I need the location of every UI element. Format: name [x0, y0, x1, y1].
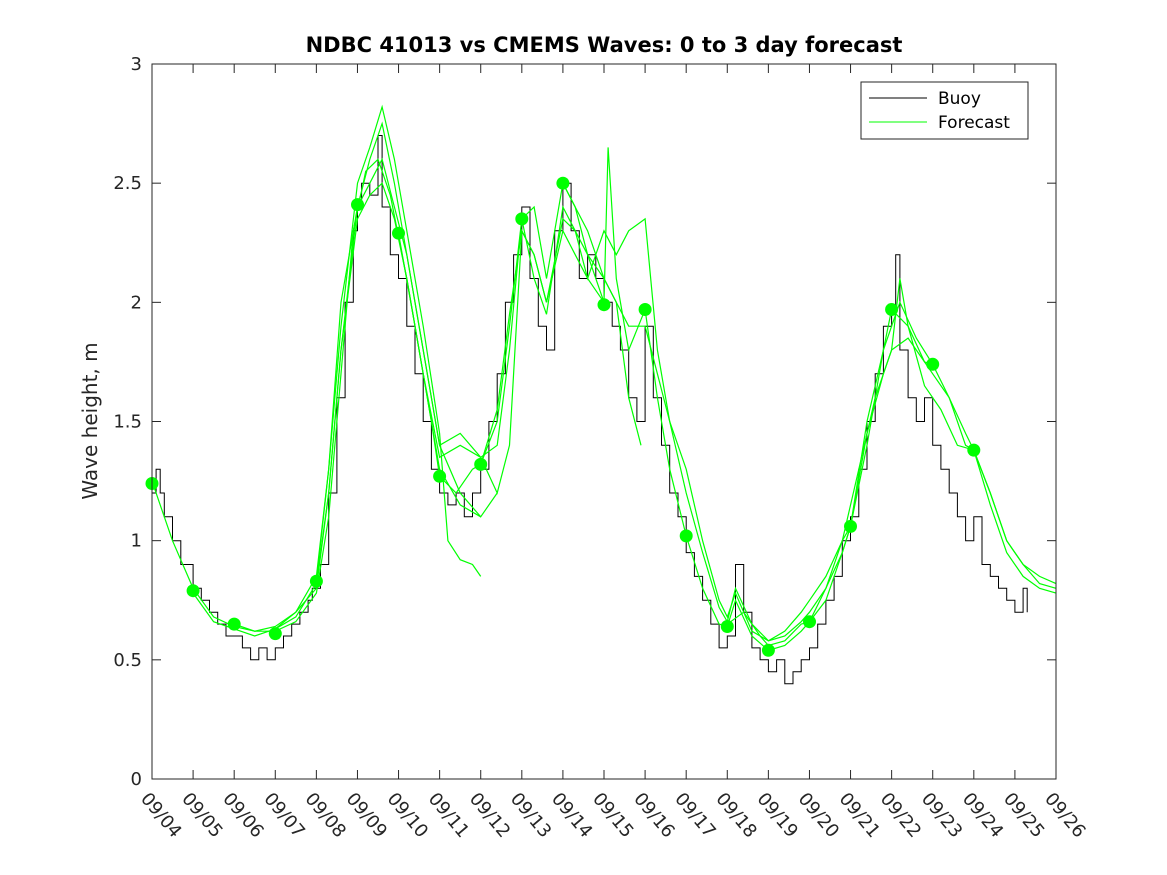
y-tick-label-3: 1.5: [113, 412, 142, 433]
forecast-marker-17: [803, 615, 816, 629]
forecast-marker-21: [967, 443, 981, 457]
forecast-marker-3: [227, 617, 241, 631]
y-tick-label-1: 0.5: [113, 650, 142, 671]
forecast-marker-layer: [145, 176, 981, 657]
forecast-series-line-5: [315, 157, 642, 582]
legend-label-buoy: Buoy: [938, 89, 981, 109]
y-tick-label-2: 1: [131, 531, 142, 552]
forecast-marker-14: [679, 529, 693, 543]
forecast-series-layer: [151, 104, 1057, 651]
y-tick-label-5: 2.5: [113, 173, 142, 194]
y-tick-label-0: 0: [131, 769, 142, 790]
forecast-marker-7: [392, 226, 405, 240]
forecast-marker-20: [926, 357, 940, 371]
chart-title: NDBC 41013 vs CMEMS Waves: 0 to 3 day fo…: [306, 33, 903, 57]
forecast-marker-15: [720, 620, 734, 633]
forecast-marker-9: [474, 457, 488, 471]
forecast-marker-13: [638, 303, 652, 316]
forecast-marker-6: [351, 198, 364, 212]
y-tick-label-6: 3: [131, 54, 142, 75]
y-axis-label: Wave height, m: [78, 342, 102, 499]
forecast-marker-11: [556, 176, 570, 190]
forecast-marker-8: [433, 469, 447, 483]
forecast-series-line-7: [480, 217, 933, 642]
plot-area: 00.511.522.53 09/0409/0509/0609/0709/080…: [113, 54, 1089, 842]
forecast-marker-12: [597, 298, 611, 312]
legend-label-forecast: Forecast: [938, 113, 1010, 133]
legend: Buoy Forecast: [860, 81, 1029, 140]
forecast-series-line-9: [726, 278, 1057, 647]
buoy-series-layer: [152, 135, 1028, 685]
forecast-marker-18: [844, 519, 857, 533]
legend-box: [860, 81, 1029, 140]
y-axis-ticks: 0 0.5 1 1.5 2 2.5 3: [113, 54, 1056, 790]
y-tick-label-4: 2: [131, 292, 142, 313]
forecast-marker-19: [885, 303, 899, 316]
plot-background: [152, 64, 1056, 779]
buoy-series-line: [152, 135, 1028, 685]
forecast-marker-5: [309, 574, 323, 588]
forecast-marker-4: [268, 627, 282, 641]
forecast-marker-2: [186, 584, 200, 598]
forecast-marker-10: [515, 212, 529, 226]
forecast-series-line-6: [397, 147, 810, 651]
forecast-marker-16: [761, 643, 775, 657]
